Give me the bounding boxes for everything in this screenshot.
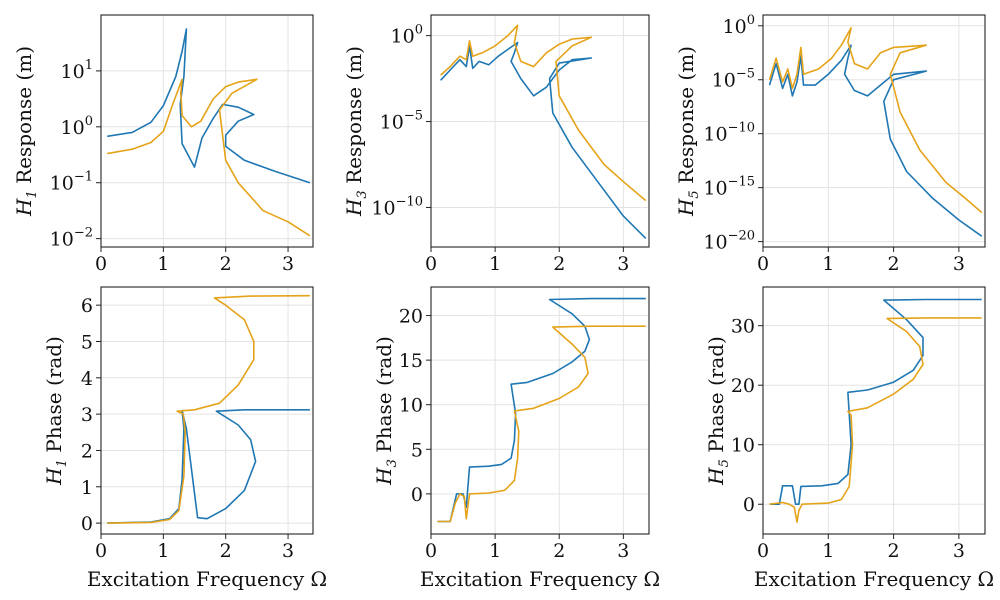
y-tick-label: 10−1 bbox=[50, 170, 93, 195]
series2-line bbox=[107, 78, 311, 237]
x-tick-label: 1 bbox=[489, 253, 501, 275]
axes-frame bbox=[762, 286, 986, 535]
y-tick-label: 30 bbox=[731, 316, 755, 338]
y-axis-label: H3 Phase (rad) bbox=[372, 336, 400, 486]
y-axis-label: H1 Response (m) bbox=[12, 46, 40, 217]
y-tick-label: 10−10 bbox=[371, 194, 423, 219]
y-tick-label: 100 bbox=[391, 23, 423, 48]
h1-response-panel: 0 1 2 3 101 100 10−1 10−2 H1 Response (m) bbox=[12, 14, 314, 275]
series1-line bbox=[769, 298, 982, 505]
y-tick-label: 6 bbox=[81, 295, 93, 317]
x-axis-label: Excitation Frequency Ω bbox=[420, 567, 660, 591]
series2-line bbox=[768, 27, 983, 214]
x-axis-label: Excitation Frequency Ω bbox=[754, 567, 994, 591]
h1-phase-panel: 0 1 2 3 0 1 2 3 4 5 6 H1 Phase (rad) Excitation Freq… bbox=[42, 286, 327, 591]
axes-frame bbox=[430, 286, 650, 535]
x-tick-label: 3 bbox=[953, 253, 965, 275]
y-tick-label: 10 bbox=[731, 435, 755, 457]
x-tick-label: 3 bbox=[953, 540, 965, 562]
y-tick-label: 100 bbox=[61, 114, 93, 139]
y-tick-label: 1 bbox=[81, 477, 93, 499]
x-tick-label: 3 bbox=[282, 540, 294, 562]
x-tick-label: 3 bbox=[617, 253, 629, 275]
x-tick-label: 2 bbox=[220, 540, 232, 562]
y-tick-label: 10−20 bbox=[703, 229, 755, 254]
x-tick-label: 1 bbox=[157, 540, 169, 562]
y-tick-label: 20 bbox=[731, 375, 755, 397]
y-tick-label: 5 bbox=[411, 439, 423, 461]
y-tick-label: 15 bbox=[399, 350, 423, 372]
y-tick-label: 10 bbox=[399, 395, 423, 417]
x-tick-label: 2 bbox=[553, 540, 565, 562]
y-tick-label: 10−2 bbox=[50, 226, 93, 251]
series1-line bbox=[768, 44, 983, 237]
x-tick-label: 0 bbox=[95, 253, 107, 275]
x-tick-label: 1 bbox=[157, 253, 169, 275]
y-tick-label: 0 bbox=[743, 494, 755, 516]
y-axis-label: H5 Phase (rad) bbox=[704, 336, 732, 486]
y-tick-label: 0 bbox=[81, 513, 93, 535]
y-tick-label: 10−5 bbox=[712, 67, 755, 92]
y-axis-label: H1 Phase (rad) bbox=[42, 336, 70, 486]
axes-frame bbox=[762, 14, 986, 248]
series2-line bbox=[440, 24, 647, 202]
axes-frame bbox=[430, 14, 650, 248]
h3-phase-panel: 0 1 2 3 0 5 10 15 20 H3 Phase (rad) Excitation Fre… bbox=[372, 286, 660, 591]
y-axis-label: H3 Response (m) bbox=[342, 46, 370, 217]
y-tick-label: 10−15 bbox=[703, 175, 755, 200]
y-tick-label: 3 bbox=[81, 404, 93, 426]
x-tick-label: 0 bbox=[95, 540, 107, 562]
y-tick-label: 100 bbox=[723, 13, 755, 38]
y-tick-label: 101 bbox=[61, 58, 93, 83]
x-tick-label: 2 bbox=[888, 540, 900, 562]
axes-frame bbox=[100, 286, 314, 535]
x-tick-label: 2 bbox=[888, 253, 900, 275]
x-tick-label: 1 bbox=[822, 253, 834, 275]
x-tick-label: 3 bbox=[617, 540, 629, 562]
x-tick-label: 3 bbox=[282, 253, 294, 275]
x-tick-label: 0 bbox=[757, 540, 769, 562]
series1-line bbox=[437, 297, 646, 523]
x-tick-label: 1 bbox=[822, 540, 834, 562]
y-tick-label: 10−5 bbox=[380, 109, 423, 134]
axes-frame bbox=[100, 14, 314, 248]
x-tick-label: 2 bbox=[553, 253, 565, 275]
x-tick-label: 1 bbox=[489, 540, 501, 562]
y-tick-label: 2 bbox=[81, 440, 93, 462]
series1-line bbox=[107, 409, 310, 524]
x-tick-label: 0 bbox=[757, 253, 769, 275]
series2-line bbox=[769, 317, 982, 523]
y-tick-label: 20 bbox=[399, 306, 423, 328]
y-tick-label: 4 bbox=[81, 368, 93, 390]
x-tick-label: 2 bbox=[220, 253, 232, 275]
y-tick-label: 10−10 bbox=[703, 121, 755, 146]
x-tick-label: 0 bbox=[425, 540, 437, 562]
y-tick-label: 5 bbox=[81, 331, 93, 353]
y-tick-label: 0 bbox=[411, 484, 423, 506]
x-tick-label: 0 bbox=[425, 253, 437, 275]
series2-line bbox=[437, 325, 646, 523]
series1-line bbox=[107, 28, 311, 184]
series1-line bbox=[440, 41, 647, 239]
series2-line bbox=[107, 294, 310, 524]
x-axis-label: Excitation Frequency Ω bbox=[87, 567, 327, 591]
y-axis-label: H5 Response (m) bbox=[674, 46, 702, 217]
